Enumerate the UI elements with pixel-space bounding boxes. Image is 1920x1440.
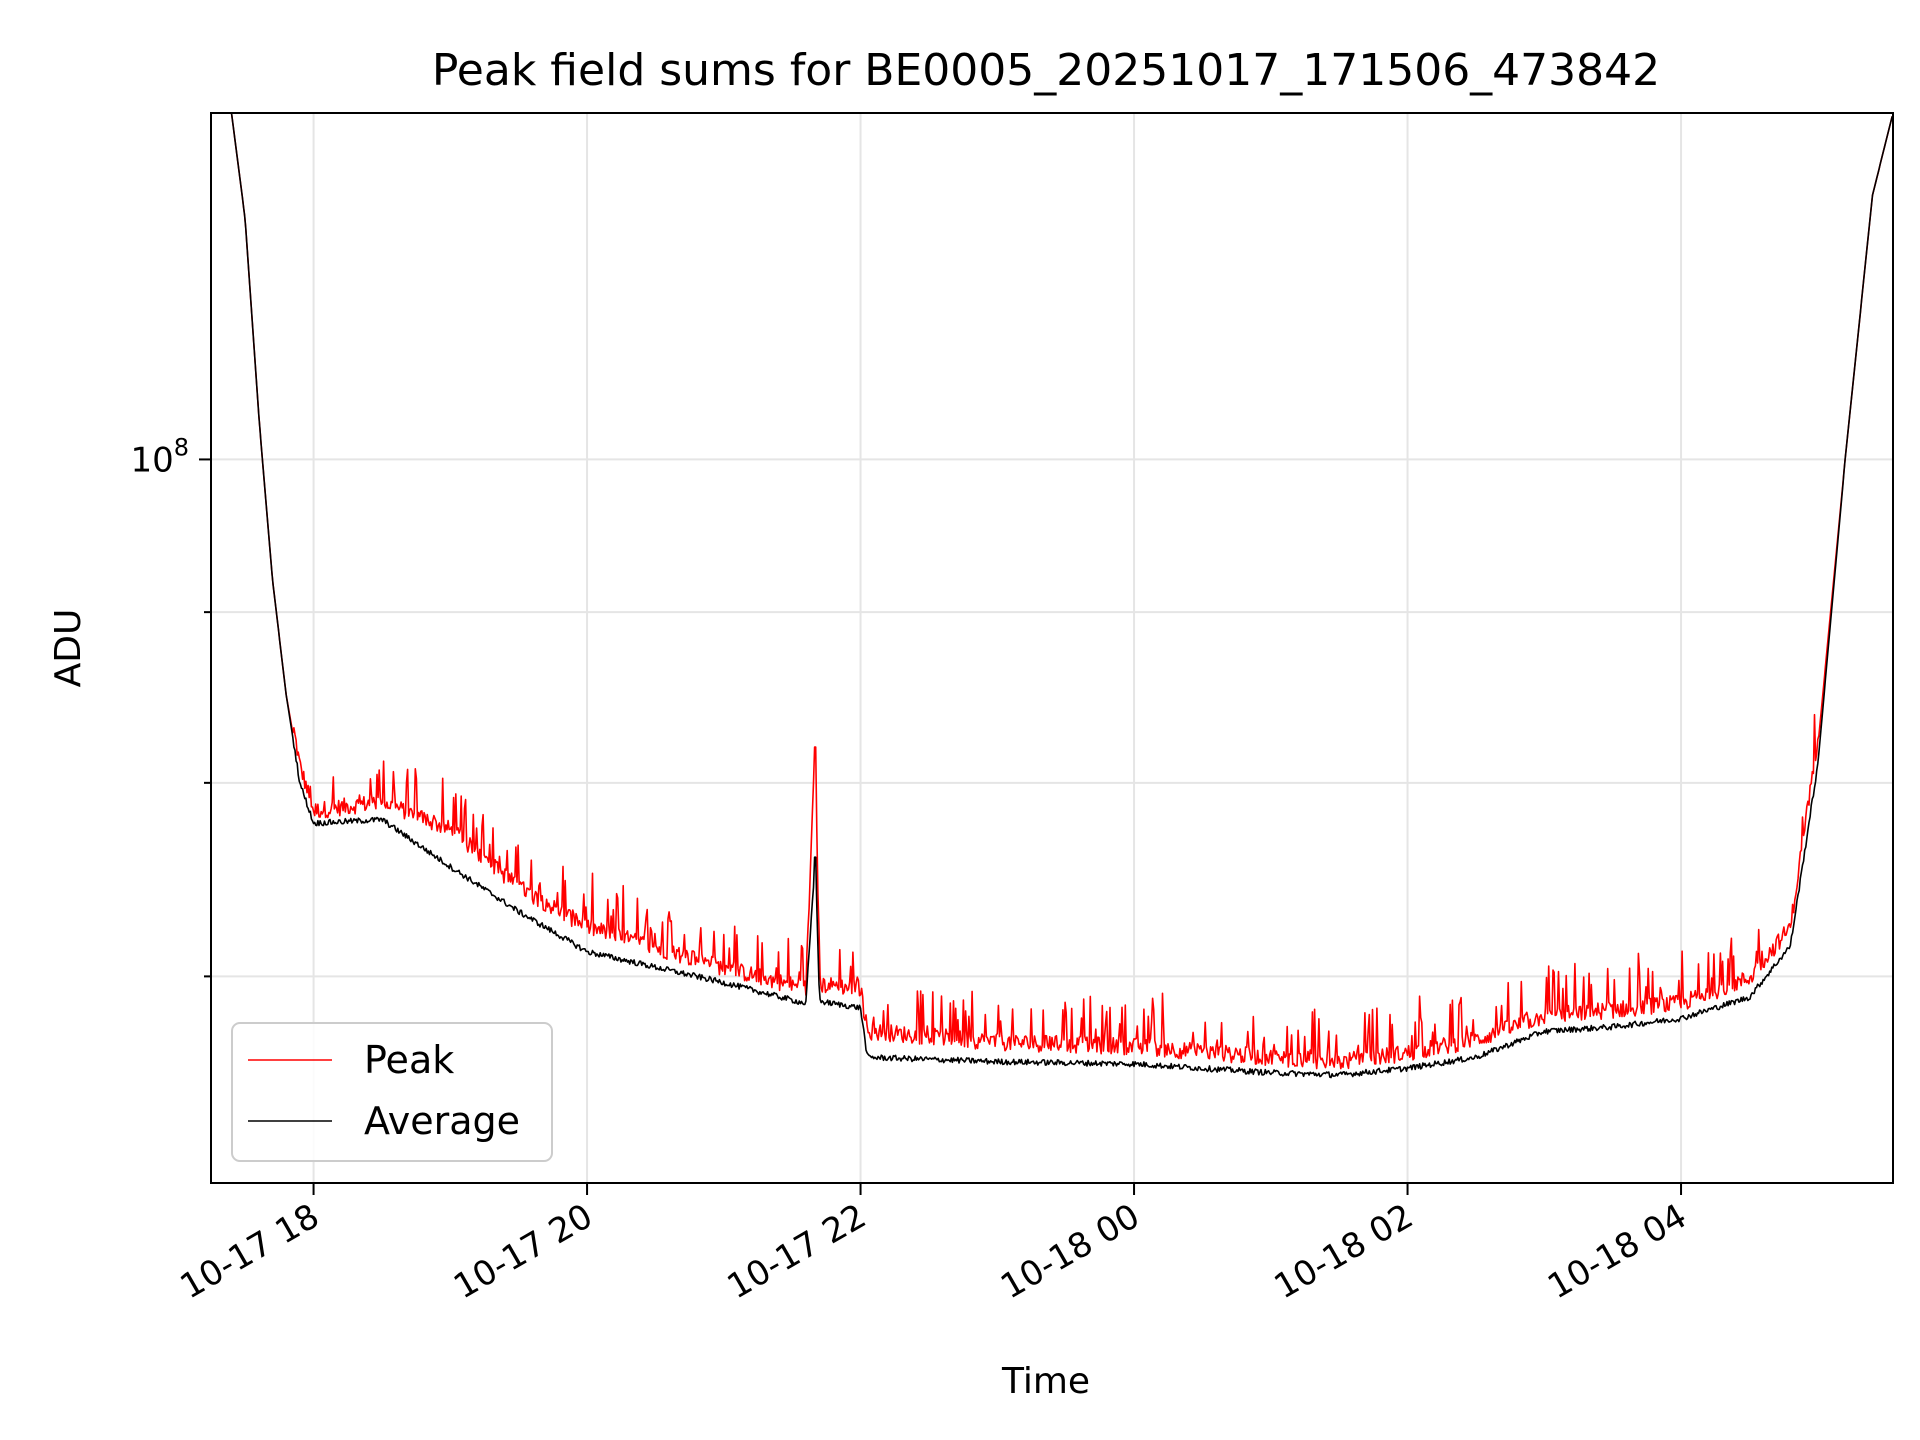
- y-tick-label: 108: [130, 433, 189, 480]
- legend-box: [231, 1022, 553, 1162]
- series-layer: [230, 112, 1893, 1079]
- peak-series-line: [230, 112, 1893, 1070]
- y-axis-ticks: 108: [130, 433, 211, 978]
- chart-title: Peak field sums for BE0005_20251017_1715…: [432, 45, 1660, 96]
- legend-peak-label: Peak: [364, 1038, 454, 1082]
- axes-frame: [210, 112, 1894, 1184]
- average-series-line: [230, 112, 1893, 1079]
- legend: Peak Average: [231, 1022, 553, 1162]
- legend-average-label: Average: [364, 1099, 520, 1143]
- y-axis-label: ADU: [48, 609, 89, 688]
- y-tick-label-base: 10: [130, 440, 173, 480]
- x-axis-label: Time: [1001, 1361, 1090, 1402]
- y-tick-label-exponent: 8: [174, 433, 189, 461]
